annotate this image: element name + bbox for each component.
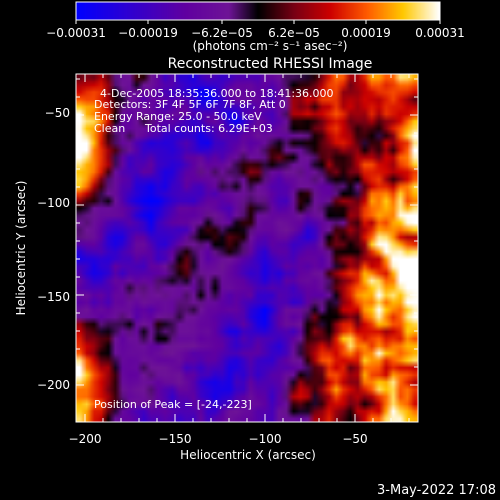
x-tick-label-3: −50 bbox=[342, 432, 367, 446]
y-axis-label: Heliocentric Y (arcsec) bbox=[14, 181, 28, 316]
chart-title: Reconstructed RHESSI Image bbox=[168, 56, 373, 72]
colorbar-tick-4: 0.00019 bbox=[341, 26, 391, 40]
colorbar-frame bbox=[75, 1, 441, 21]
annotation-total-counts: Total counts: 6.29E+03 bbox=[144, 122, 273, 135]
y-tick-label-0: −200 bbox=[37, 378, 70, 392]
annotation-clean: Clean bbox=[94, 122, 125, 135]
x-axis-label: Heliocentric X (arcsec) bbox=[180, 448, 316, 462]
y-tick-label-2: −100 bbox=[37, 196, 70, 210]
x-tick-label-2: −100 bbox=[249, 432, 282, 446]
colorbar-tick-3: 6.2e−05 bbox=[268, 26, 320, 40]
colorbar-tick-2: −6.2e−05 bbox=[191, 26, 253, 40]
colorbar-tick-0: −0.00031 bbox=[46, 26, 106, 40]
timestamp: 3-May-2022 17:08 bbox=[377, 483, 496, 498]
axis-ticks bbox=[76, 74, 418, 422]
colorbar-unit-label: (photons cm⁻² s⁻¹ asec⁻²) bbox=[193, 39, 348, 53]
x-tick-label-0: −200 bbox=[69, 432, 102, 446]
heatmap-image bbox=[76, 74, 418, 422]
colorbar-tick-1: −0.00019 bbox=[118, 26, 178, 40]
colorbar-tick-5: 0.00031 bbox=[415, 26, 465, 40]
annotation-time-range: 4-Dec-2005 18:35:36.000 to 18:41:36.000 bbox=[100, 87, 334, 100]
annotation-detectors: Detectors: 3F 4F 5F 6F 7F 8F, Att 0 bbox=[94, 98, 286, 111]
colorbar: −0.00031 −0.00019 −6.2e−05 6.2e−05 0.000… bbox=[46, 1, 465, 53]
annotation-peak-position: Position of Peak = [-24,-223] bbox=[94, 398, 252, 411]
y-tick-label-1: −150 bbox=[37, 290, 70, 304]
x-tick-label-1: −150 bbox=[159, 432, 192, 446]
y-tick-label-3: −50 bbox=[45, 106, 70, 120]
colorbar-gradient bbox=[76, 2, 440, 20]
annotation-energy: Energy Range: 25.0 - 50.0 keV bbox=[94, 110, 262, 123]
